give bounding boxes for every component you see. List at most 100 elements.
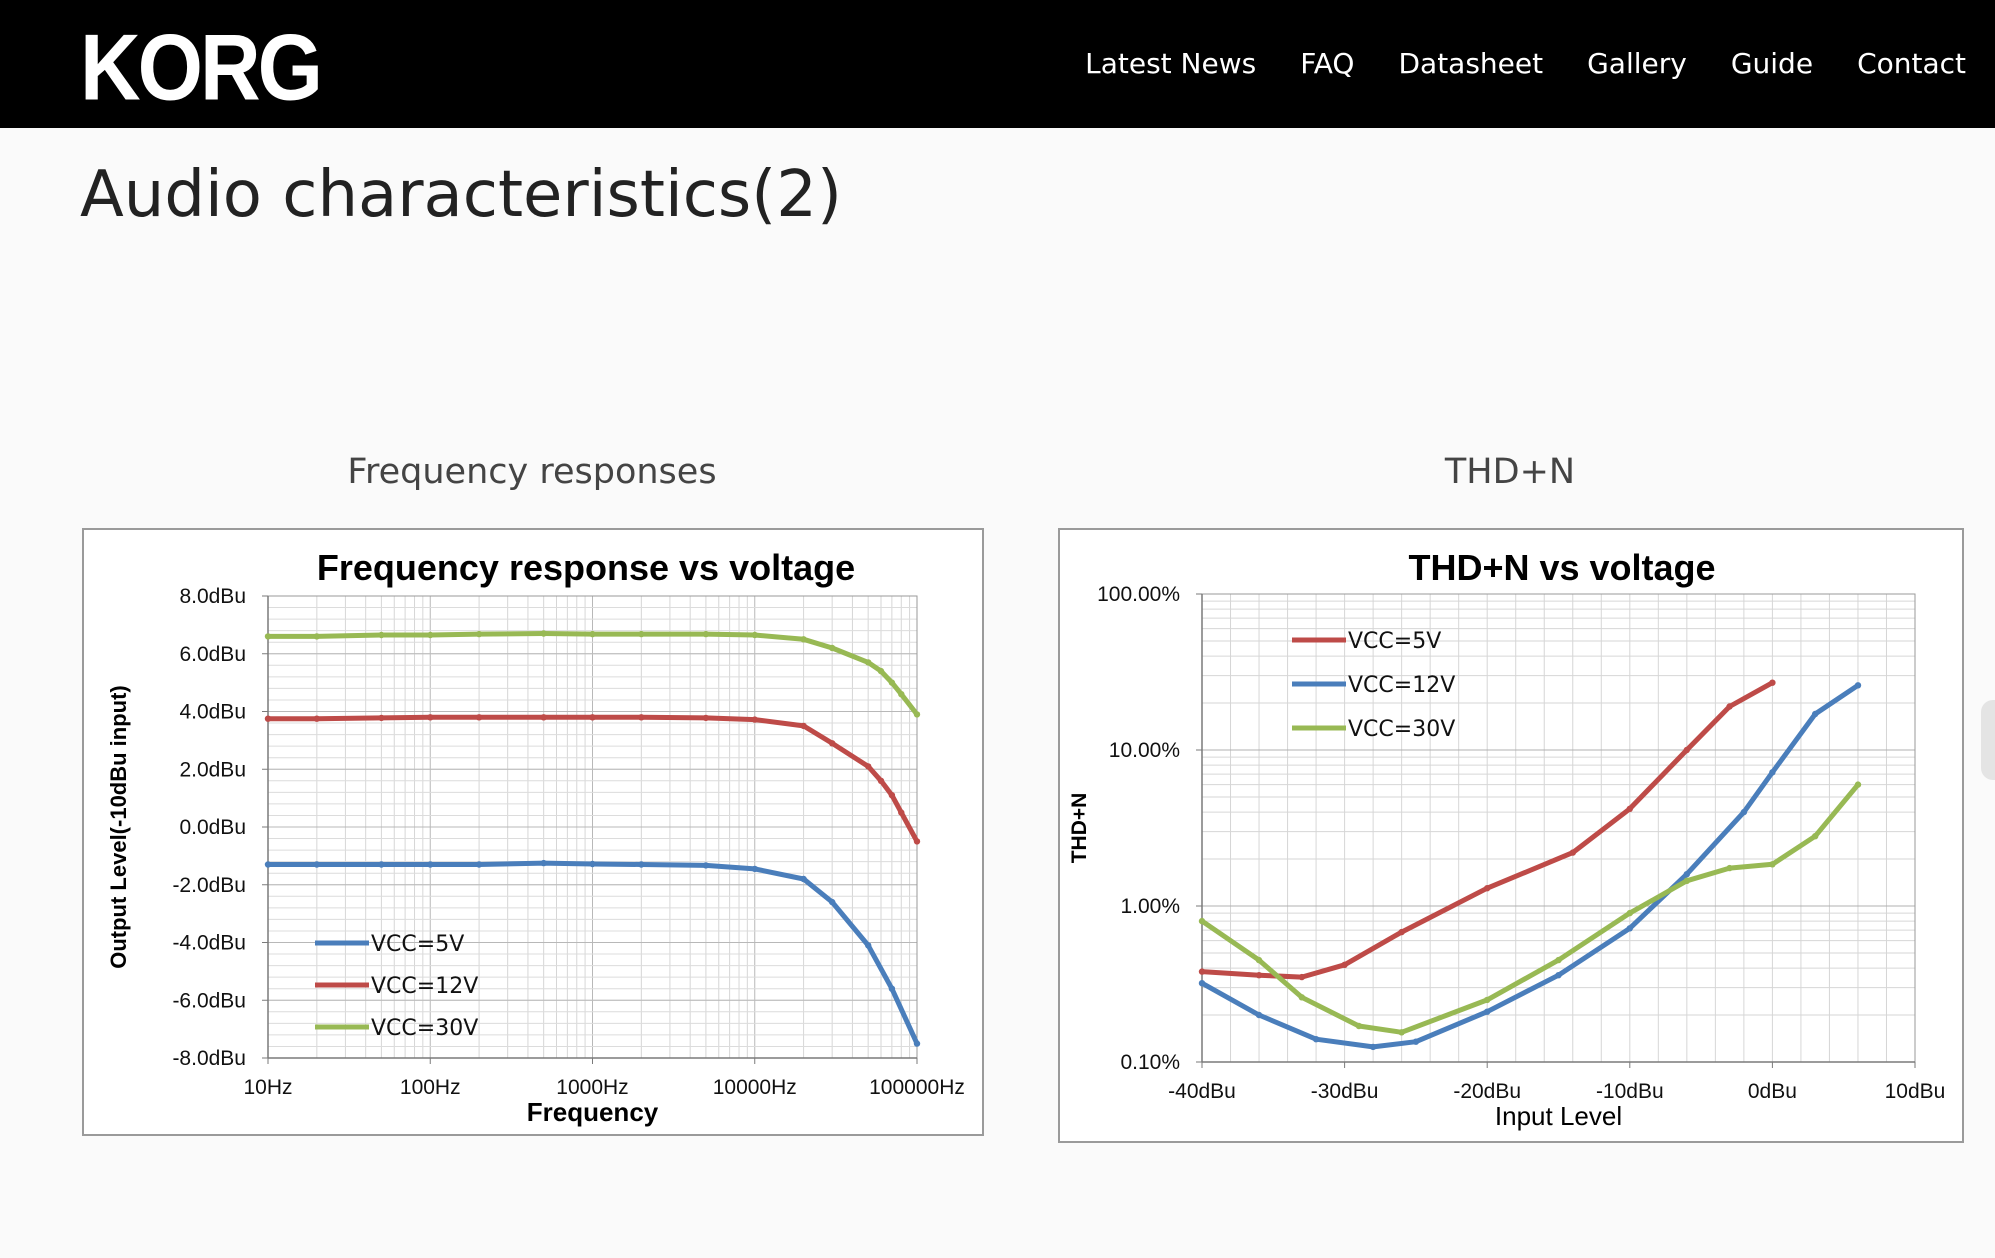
page-title: Audio characteristics(2) [80,158,842,232]
data-point-vcc-5v [800,875,807,883]
data-point-vcc-12v [1255,1011,1263,1019]
data-point-vcc-30v [638,630,645,638]
y-axis-label: THD+N [1068,793,1091,864]
data-point-vcc-30v [1812,833,1819,840]
data-point-vcc-12v [888,792,896,799]
data-point-vcc-30v [589,630,596,638]
chart-title: Frequency response vs voltage [317,547,855,588]
data-point-vcc-5v [427,861,434,868]
data-point-vcc-12v [427,714,434,721]
data-point-vcc-12v [313,715,320,722]
data-point-vcc-30v [1198,917,1206,925]
data-point-vcc-5v [865,942,872,949]
frequency-response-chart: 8.0dBu 6.0dBu 4.0dBu 2.0dBu 0.0dBu -2.0dBu -4.… [82,528,984,1136]
nav-contact[interactable]: Contact [1857,47,1966,80]
data-point-vcc-5v [1626,805,1633,812]
data-point-vcc-12v [1626,925,1633,932]
data-point-vcc-30v [540,630,547,637]
top-nav-bar: KORG Latest News FAQ Datasheet Gallery G… [0,0,1995,128]
x-tick-label: 10000Hz [713,1076,797,1099]
data-point-vcc-30v [1355,1022,1363,1030]
nav-latest-news[interactable]: Latest News [1085,47,1257,80]
legend-label-vcc-30v: VCC=30V [1348,717,1455,742]
x-tick-label: -30dBu [1311,1080,1379,1103]
data-point-vcc-5v [702,862,710,869]
data-point-vcc-5v [313,861,320,868]
thd-svg: 100.00% 10.00% 1.00% 0.10% -40dBu -30dBu -20dB… [1068,547,1946,1131]
data-point-vcc-5v [888,985,896,992]
data-point-vcc-30v [313,633,320,640]
data-point-vcc-30v [888,679,896,686]
data-point-vcc-30v [1398,1029,1405,1036]
y-tick-label: 1.00% [1120,895,1180,918]
y-tick-label: -8.0dBu [172,1047,246,1070]
main-nav: Latest News FAQ Datasheet Gallery Guide … [1085,44,1966,84]
nav-guide[interactable]: Guide [1730,47,1814,80]
data-point-vcc-5v [1726,703,1733,710]
data-point-vcc-5v [1569,849,1576,856]
data-point-vcc-5v [1341,961,1348,968]
data-point-vcc-12v [540,714,547,721]
data-point-vcc-30v [378,631,385,639]
data-point-vcc-30v [1298,994,1305,1001]
y-tick-label: -6.0dBu [172,989,246,1012]
y-tick-label: 4.0dBu [179,701,246,724]
data-point-vcc-5v [1255,972,1263,979]
data-point-vcc-12v [1740,808,1748,816]
data-point-vcc-12v [800,722,807,730]
data-point-vcc-12v [1812,710,1819,718]
x-tick-label: 0dBu [1748,1080,1797,1103]
data-point-vcc-5v [1398,928,1405,936]
data-point-vcc-30v [1726,864,1733,872]
data-point-vcc-12v [378,714,385,722]
data-point-vcc-5v [1298,973,1305,981]
data-point-vcc-12v [1369,1043,1377,1051]
y-tick-label: 6.0dBu [179,643,246,666]
data-point-vcc-12v [702,714,710,722]
data-point-vcc-5v [378,861,385,868]
chart-title: THD+N vs voltage [1408,547,1715,588]
x-axis-label: Frequency [527,1097,659,1127]
data-point-vcc-5v [638,861,645,868]
y-tick-label: 8.0dBu [179,585,246,608]
data-point-vcc-5v [1484,885,1491,892]
legend-label-vcc-12v: VCC=12V [371,974,478,999]
data-point-vcc-30v [865,659,872,666]
y-axis-label: Output Level(-10dBu input) [106,685,131,969]
x-tick-label: 100000Hz [869,1076,965,1099]
data-point-vcc-30v [1854,781,1862,788]
y-tick-label: 0.10% [1120,1051,1180,1074]
data-point-vcc-5v [1683,746,1690,754]
nav-faq[interactable]: FAQ [1300,47,1355,80]
x-tick-label: 10Hz [243,1076,292,1099]
data-point-vcc-30v [751,631,758,639]
korg-logo[interactable]: KORG [80,14,323,120]
legend-label-vcc-12v: VCC=12V [1348,673,1455,698]
scroll-handle[interactable] [1981,700,1995,780]
nav-datasheet[interactable]: Datasheet [1398,47,1544,80]
data-point-vcc-5v [540,859,547,867]
x-tick-label: -20dBu [1453,1080,1521,1103]
nav-gallery[interactable]: Gallery [1587,47,1687,80]
data-point-vcc-12v [865,763,872,770]
data-point-vcc-12v [877,777,885,784]
data-point-vcc-30v [913,711,921,718]
legend-label-vcc-5v: VCC=5V [1348,629,1441,654]
x-tick-label: 10dBu [1885,1080,1946,1103]
data-point-vcc-30v [1683,877,1690,884]
data-point-vcc-30v [264,633,272,640]
section-title-frequency: Frequency responses [347,452,717,492]
section-title-thd: THD+N [1444,452,1576,492]
y-tick-label: 0.0dBu [179,816,246,839]
data-point-vcc-12v [1854,682,1862,689]
data-point-vcc-5v [475,861,483,868]
legend-label-vcc-5v: VCC=5V [371,932,464,957]
data-point-vcc-12v [1683,871,1690,878]
data-point-vcc-12v [1198,980,1206,987]
data-point-vcc-12v [264,715,272,722]
data-point-vcc-30v [702,630,710,638]
data-point-vcc-12v [638,714,645,721]
data-point-vcc-30v [475,630,483,638]
data-point-vcc-12v [1769,769,1776,776]
y-tick-label: -4.0dBu [172,932,246,955]
